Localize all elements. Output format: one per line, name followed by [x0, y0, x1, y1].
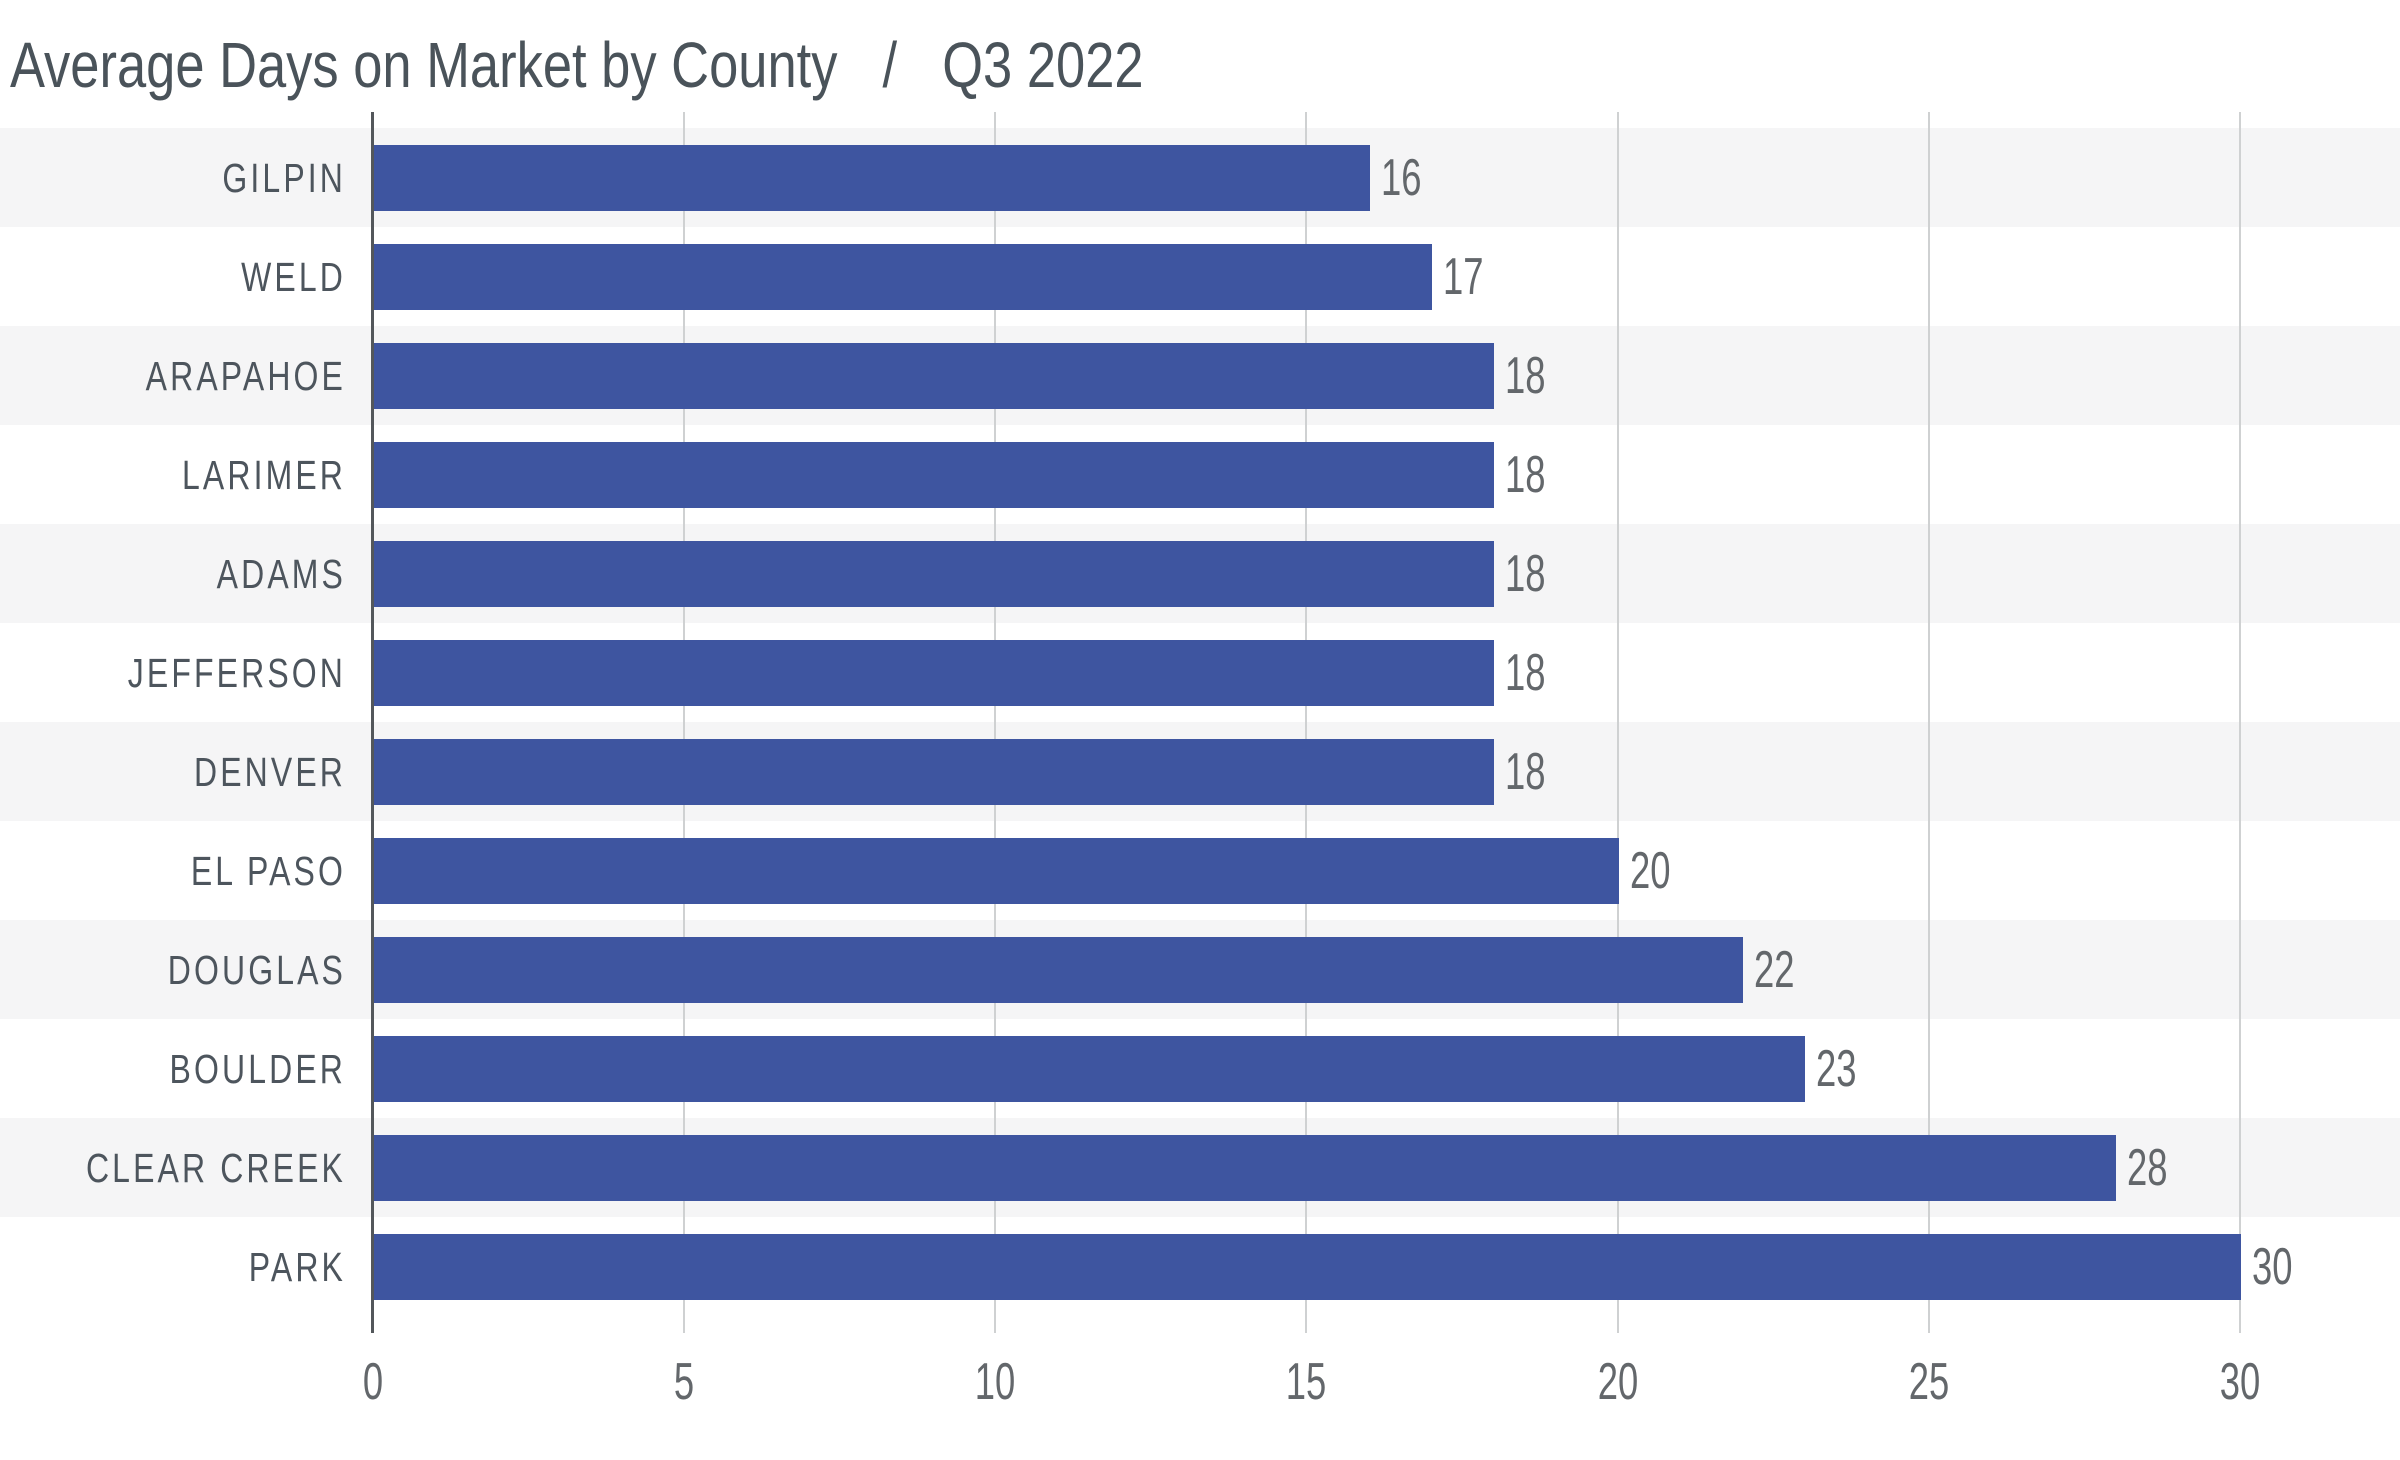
gridline-5 [683, 112, 685, 1333]
gridline-10 [994, 112, 996, 1333]
category-label: WELD [241, 253, 346, 300]
bar-value-label: 23 [1816, 1039, 1857, 1098]
category-label: DENVER [193, 748, 346, 795]
category-label: LARIMER [181, 451, 346, 498]
category-label: JEFFERSON [127, 649, 346, 696]
x-tick-label-25: 25 [1908, 1353, 1950, 1411]
x-tick-label-20: 20 [1597, 1353, 1639, 1411]
bar-value-label: 18 [1505, 346, 1546, 405]
bar-value-label: 28 [2127, 1138, 2168, 1197]
bar-weld [374, 243, 1432, 310]
category-label: EL PASO [190, 847, 346, 894]
category-label: BOULDER [169, 1045, 346, 1092]
bar-gilpin [374, 144, 1370, 211]
title-period: Q3 2022 [942, 29, 1144, 101]
bar-clear-creek [374, 1134, 2116, 1201]
category-label: ARAPAHOE [145, 352, 346, 399]
chart-title-bar: Average Days on Market by County / Q3 2022 [10, 30, 1144, 100]
x-tick-label-5: 5 [673, 1353, 695, 1411]
x-tick-label-15: 15 [1285, 1353, 1327, 1411]
bar-arapahoe [374, 342, 1494, 409]
bar-jefferson [374, 639, 1494, 706]
bar-boulder [374, 1035, 1805, 1102]
gridline-25 [1928, 112, 1930, 1333]
x-tick-label-30: 30 [2219, 1353, 2261, 1411]
y-axis-line [371, 112, 374, 1333]
category-label: GILPIN [222, 154, 346, 201]
category-label: ADAMS [216, 550, 346, 597]
bar-value-label: 18 [1505, 643, 1546, 702]
x-tick-label-0: 0 [362, 1353, 384, 1411]
bar-larimer [374, 441, 1494, 508]
category-label: CLEAR CREEK [85, 1144, 346, 1191]
gridline-15 [1305, 112, 1307, 1333]
bar-value-label: 18 [1505, 742, 1546, 801]
bar-douglas [374, 936, 1743, 1003]
gridline-30 [2239, 112, 2241, 1333]
bar-value-label: 17 [1443, 247, 1484, 306]
gridline-20 [1617, 112, 1619, 1333]
bar-value-label: 30 [2252, 1237, 2293, 1296]
bar-denver [374, 738, 1494, 805]
bar-value-label: 18 [1505, 544, 1546, 603]
category-label: DOUGLAS [167, 946, 346, 993]
page-title: Average Days on Market by County [10, 29, 838, 101]
bar-adams [374, 540, 1494, 607]
bar-value-label: 18 [1505, 445, 1546, 504]
bar-value-label: 22 [1754, 940, 1795, 999]
bar-el-paso [374, 837, 1619, 904]
title-separator: / [882, 29, 898, 101]
bar-value-label: 20 [1630, 841, 1671, 900]
category-label: PARK [248, 1243, 346, 1290]
bar-park [374, 1233, 2241, 1300]
x-tick-label-10: 10 [974, 1353, 1016, 1411]
bar-value-label: 16 [1381, 148, 1422, 207]
